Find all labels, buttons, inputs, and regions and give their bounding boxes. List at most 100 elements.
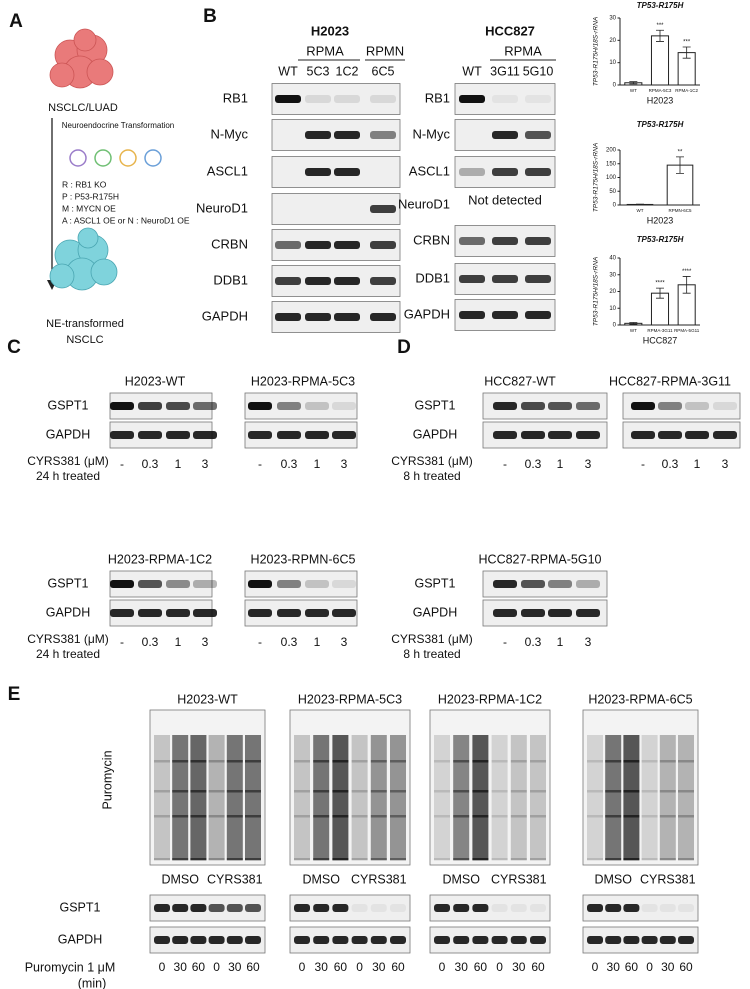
band (277, 580, 301, 588)
band (459, 275, 485, 283)
band (390, 904, 406, 912)
band (492, 95, 518, 103)
x-axis-label: HCC827 (643, 335, 678, 345)
band (190, 904, 207, 912)
band (641, 858, 658, 861)
label: 60 (391, 960, 405, 974)
label: E (8, 684, 21, 705)
band (370, 760, 387, 763)
y-tick-label: 20 (609, 38, 616, 44)
label: GSPT1 (48, 398, 89, 412)
label: 0 (439, 960, 446, 974)
label: 30 (315, 960, 329, 974)
band (172, 760, 189, 763)
label: 0.3 (525, 457, 542, 471)
band (154, 790, 170, 793)
y-tick-label: 0 (613, 83, 617, 89)
band (521, 609, 545, 617)
label: 0 (592, 960, 599, 974)
band (623, 790, 640, 793)
error-bar (629, 81, 638, 85)
label: 0 (299, 960, 306, 974)
band (313, 858, 330, 861)
band (166, 580, 190, 588)
cells-bottom (49, 227, 118, 291)
label: 0 (646, 960, 653, 974)
band (294, 904, 310, 912)
label: 30 (174, 960, 188, 974)
band (492, 311, 518, 319)
label: NE-transformed (46, 318, 124, 330)
label: 3 (341, 635, 348, 649)
band (525, 168, 551, 176)
band (493, 580, 517, 588)
lane-smear (510, 735, 527, 860)
label: 60 (246, 960, 260, 974)
label: CYRS381 (207, 872, 263, 886)
band (370, 95, 396, 103)
band (305, 402, 329, 410)
band (172, 815, 189, 818)
lane-smear (154, 735, 170, 860)
label: RPMA (504, 43, 542, 58)
band (713, 402, 737, 410)
band (332, 580, 356, 588)
error-bar (676, 156, 684, 174)
blot-title: H2023-RPMA-1C2 (108, 552, 212, 566)
chart-title: TP53-R175H (637, 1, 684, 10)
band (530, 858, 546, 861)
y-tick-label: 0 (613, 323, 617, 329)
band (275, 241, 301, 249)
label: CYRS381 (μM) (27, 454, 109, 468)
label: - (120, 635, 124, 649)
band (172, 858, 189, 861)
band (678, 936, 694, 944)
y-tick-label: 20 (609, 289, 616, 295)
y-axis-label: Puromycin (100, 750, 114, 809)
label: H2023 (311, 23, 349, 38)
blot-box (429, 709, 551, 866)
band (332, 790, 349, 793)
label: 30 (455, 960, 469, 974)
lane-smear (641, 735, 658, 860)
error-bar (636, 203, 644, 206)
band (623, 858, 640, 861)
chart-title: TP53-R175H (637, 120, 684, 129)
label: R : RB1 KO (62, 179, 107, 189)
lane-smear (208, 735, 225, 860)
band (491, 815, 508, 818)
error-bar (629, 322, 638, 325)
label: GAPDH (413, 427, 457, 441)
label: CYRS381 (351, 872, 407, 886)
annotation: ** (678, 149, 683, 155)
band (453, 815, 470, 818)
band (190, 936, 207, 944)
label: 30 (372, 960, 386, 974)
label: C (7, 337, 21, 358)
bar (650, 35, 670, 86)
lane-smear (623, 735, 640, 860)
band (351, 858, 368, 861)
y-tick-label: 100 (606, 175, 617, 181)
band (208, 858, 225, 861)
band (459, 95, 485, 103)
band (491, 936, 508, 944)
label: 30 (228, 960, 242, 974)
label: NSCLC (66, 334, 103, 346)
band (492, 275, 518, 283)
label: 60 (531, 960, 545, 974)
band (172, 936, 189, 944)
band (208, 815, 225, 818)
label: 0 (213, 960, 220, 974)
label: 5G10 (523, 64, 554, 78)
band (332, 815, 349, 818)
label: GAPDH (46, 605, 90, 619)
band (332, 609, 356, 617)
band (275, 95, 301, 103)
band (390, 760, 406, 763)
label: 24 h treated (36, 469, 100, 483)
band (472, 760, 489, 763)
label: HCC827 (485, 23, 535, 38)
band (510, 760, 527, 763)
blot-title: H2023-RPMN-6C5 (251, 552, 356, 566)
